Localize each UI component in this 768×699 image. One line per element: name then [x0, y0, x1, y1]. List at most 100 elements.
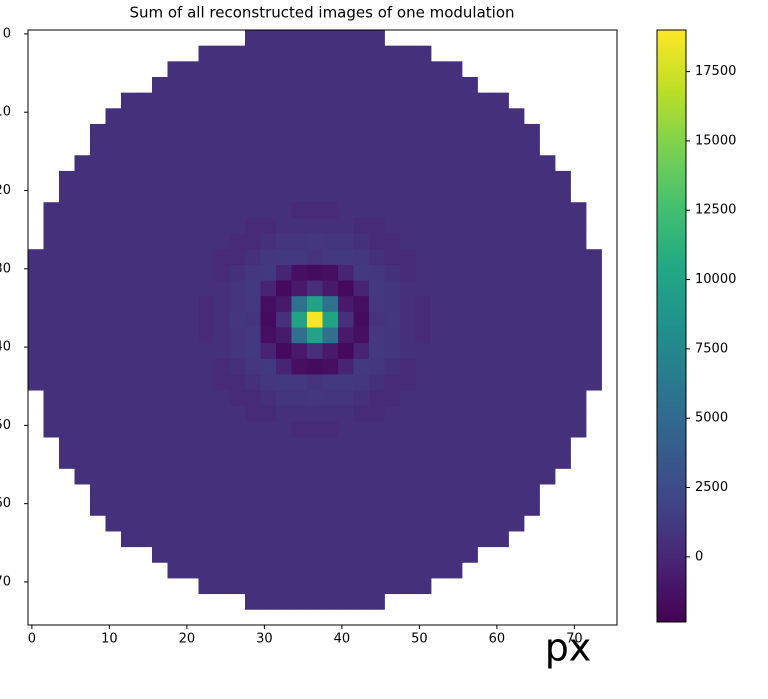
heatmap-cell [90, 296, 106, 313]
heatmap-cell [183, 562, 199, 579]
heatmap-cell [276, 139, 292, 156]
heatmap-cell [493, 468, 509, 485]
heatmap-cell [276, 578, 292, 595]
heatmap-cell [74, 249, 91, 266]
heatmap-cell [446, 296, 463, 313]
heatmap-cell [291, 296, 308, 313]
heatmap-cell [369, 390, 385, 407]
heatmap-cell [59, 327, 75, 344]
heatmap-cell [136, 264, 153, 281]
heatmap-cell [276, 233, 292, 250]
heatmap-cell [477, 280, 494, 297]
heatmap-cell [152, 358, 168, 375]
heatmap-cell [462, 452, 478, 469]
heatmap-cell [400, 108, 416, 125]
heatmap-cell [260, 358, 277, 375]
heatmap-cell [493, 421, 509, 438]
heatmap-cell [90, 499, 106, 516]
heatmap-cell [136, 484, 153, 501]
heatmap-cell [493, 296, 509, 313]
heatmap-cell [43, 296, 60, 313]
heatmap-cell [431, 155, 447, 172]
heatmap-cell [245, 233, 261, 250]
heatmap-cell [415, 484, 432, 501]
heatmap-cell [307, 374, 323, 391]
heatmap-cell [121, 358, 137, 375]
heatmap-cell [415, 405, 432, 422]
y-tick-label: 0 [3, 26, 11, 41]
heatmap-cell [307, 562, 323, 579]
heatmap-cell [198, 264, 215, 281]
heatmap-cell [353, 562, 370, 579]
heatmap-cell [260, 92, 277, 109]
heatmap-cell [508, 155, 525, 172]
heatmap-cell [121, 374, 137, 391]
heatmap-cell [198, 155, 215, 172]
heatmap-cell [198, 249, 215, 266]
heatmap-cell [105, 452, 122, 469]
heatmap-cell [214, 343, 230, 360]
heatmap-cell [415, 374, 432, 391]
heatmap-cell [384, 452, 401, 469]
heatmap-cell [291, 484, 308, 501]
heatmap-cell [369, 139, 385, 156]
heatmap-cell [462, 264, 478, 281]
heatmap-cell [105, 217, 122, 234]
heatmap-cell [214, 311, 230, 328]
heatmap-cell [307, 546, 323, 563]
heatmap-cell [322, 45, 339, 62]
heatmap-cell [384, 515, 401, 532]
heatmap-cell [183, 296, 199, 313]
heatmap-cell [136, 468, 153, 485]
heatmap-cell [493, 155, 509, 172]
heatmap-cell [276, 358, 292, 375]
heatmap-cell [214, 123, 230, 141]
heatmap-cell [183, 421, 199, 438]
heatmap-cell [260, 546, 277, 563]
heatmap-cell [353, 264, 370, 281]
heatmap-cell [307, 249, 323, 266]
heatmap-cell [369, 358, 385, 375]
heatmap-cell [291, 108, 308, 125]
heatmap-cell [415, 61, 432, 78]
heatmap-cell [431, 249, 447, 266]
heatmap-cell [105, 186, 122, 203]
heatmap-cell [183, 311, 199, 328]
heatmap-cell [539, 233, 556, 250]
heatmap-cell [152, 264, 168, 281]
heatmap-cell [539, 358, 556, 375]
heatmap-cell [43, 374, 60, 391]
heatmap-cell [167, 531, 184, 548]
heatmap-cell [291, 264, 308, 281]
heatmap-cell [369, 249, 385, 266]
heatmap-cell [338, 249, 354, 266]
heatmap-cell [214, 139, 230, 156]
heatmap-cell [260, 515, 277, 532]
heatmap-cell [307, 45, 323, 62]
heatmap-cell [229, 45, 246, 62]
heatmap-cell [446, 61, 463, 78]
heatmap-cell [322, 468, 339, 485]
heatmap-cell [105, 202, 122, 219]
heatmap-cell [90, 280, 106, 297]
heatmap-cell [369, 30, 385, 47]
heatmap-cell [384, 327, 401, 344]
heatmap-cell [322, 374, 339, 391]
heatmap-cell [431, 484, 447, 501]
heatmap-cell [322, 499, 339, 516]
heatmap-cell [136, 296, 153, 313]
heatmap-cell [167, 155, 184, 172]
heatmap-cell [338, 217, 354, 234]
heatmap-cell [152, 296, 168, 313]
heatmap-cell [28, 280, 44, 297]
heatmap-cell [229, 311, 246, 328]
heatmap-cell [105, 327, 122, 344]
heatmap-cell [353, 546, 370, 563]
heatmap-cell [338, 484, 354, 501]
heatmap-cell [214, 76, 230, 94]
heatmap-cell [477, 468, 494, 485]
heatmap-cell [260, 249, 277, 266]
heatmap-cell [462, 170, 478, 187]
heatmap-cell [214, 108, 230, 125]
heatmap-cell [59, 374, 75, 391]
